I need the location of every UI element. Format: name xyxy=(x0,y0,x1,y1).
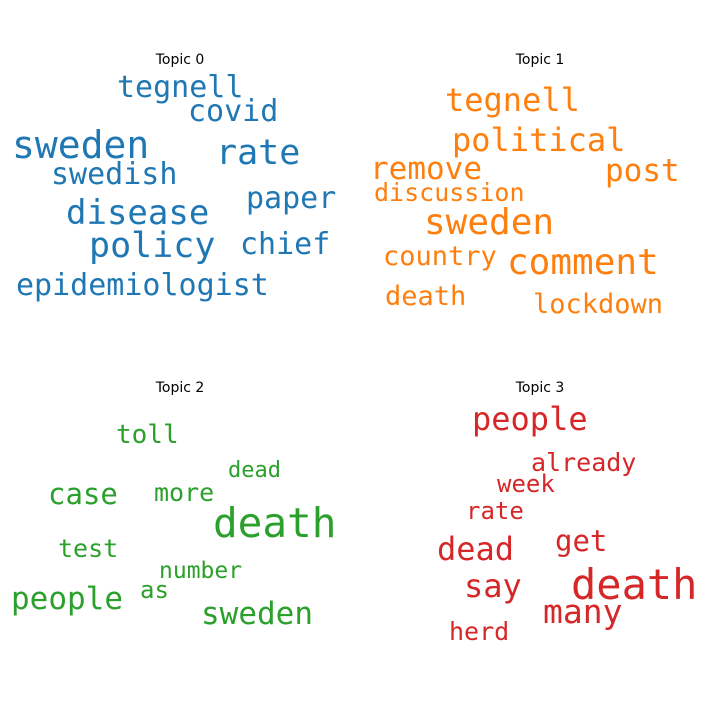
topic-3-word: many xyxy=(543,592,623,631)
topic-1-word: discussion xyxy=(374,178,525,207)
topic-1-word: political xyxy=(452,121,626,159)
topic-0-word: disease xyxy=(66,193,210,233)
topic-1-word: death xyxy=(385,281,467,312)
topic-2-word: as xyxy=(140,576,169,604)
topic-1-word: sweden xyxy=(424,202,555,243)
topic-3-word: rate xyxy=(466,497,524,525)
topic-2-word: death xyxy=(213,499,337,547)
topic-2-word: more xyxy=(154,478,215,507)
topic-2-word: toll xyxy=(116,420,179,450)
topic-1-title: Topic 1 xyxy=(515,52,565,68)
topic-2-title: Topic 2 xyxy=(155,380,205,396)
topic-2-word: sweden xyxy=(201,596,313,632)
topic-3-word: dead xyxy=(437,530,515,568)
topic-2-word: case xyxy=(48,477,118,511)
topic-3-word: people xyxy=(472,400,588,438)
topic-1-word: comment xyxy=(507,242,659,283)
topic-3-panel: Topic 3 people already week rate get dea… xyxy=(360,328,720,688)
topic-2-word: test xyxy=(58,534,119,563)
topic-3-title: Topic 3 xyxy=(515,380,565,396)
topic-0-word: paper xyxy=(246,181,337,216)
topic-1-word: remove xyxy=(370,151,482,187)
topic-0-word: tegnell xyxy=(117,70,244,105)
topic-0-word: swedish xyxy=(51,157,178,192)
topic-0-word: sweden xyxy=(12,123,150,167)
topic-2-word: people xyxy=(11,581,123,617)
topic-3-word: death xyxy=(571,560,698,609)
topic-2-word: dead xyxy=(228,458,281,483)
topic-3-word: herd xyxy=(449,617,510,646)
topic-0-word: rate xyxy=(216,133,301,173)
topic-2-panel: Topic 2 toll dead case more death test n… xyxy=(0,328,360,688)
topic-0-word: chief xyxy=(240,227,331,262)
topic-0-word: covid xyxy=(188,94,279,129)
topic-1-word: post xyxy=(605,153,680,189)
topic-2-word: number xyxy=(159,558,243,584)
topic-0-word: epidemiologist xyxy=(16,268,269,303)
topic-1-word: lockdown xyxy=(533,289,664,320)
topic-0-word: policy xyxy=(89,226,216,266)
topic-3-word: say xyxy=(464,567,522,605)
topic-0-panel: Topic 0 tegnell covid sweden rate swedis… xyxy=(0,0,360,360)
topic-1-panel: Topic 1 tegnell political remove post di… xyxy=(360,0,720,360)
topic-1-word: country xyxy=(383,241,497,272)
topic-3-word: already xyxy=(531,448,637,477)
topic-3-word: get xyxy=(555,524,608,558)
topic-0-title: Topic 0 xyxy=(155,52,205,68)
topic-1-word: tegnell xyxy=(445,81,580,119)
topic-3-word: week xyxy=(497,470,555,498)
